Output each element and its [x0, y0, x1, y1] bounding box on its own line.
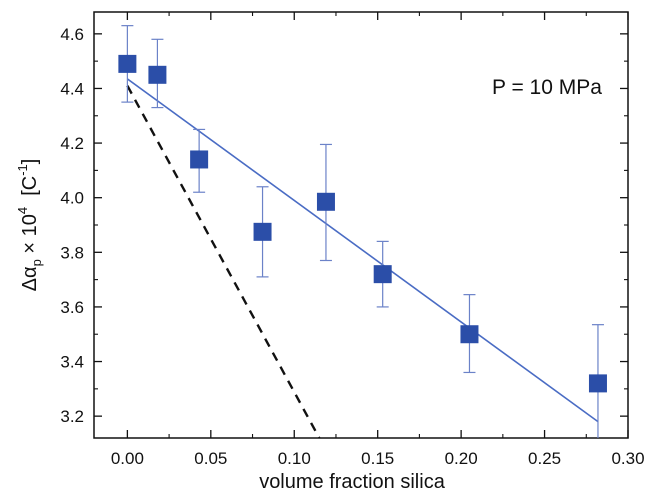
- x-tick-label: 0.05: [194, 449, 227, 468]
- dashed-prediction-line: [126, 85, 321, 438]
- data-markers: [118, 54, 607, 393]
- data-point-marker: [373, 265, 392, 284]
- y-tick-label: 3.2: [60, 407, 84, 426]
- svg-text:Δαp × 104 [C-1]: Δαp × 104 [C-1]: [15, 159, 44, 292]
- annotation-pressure: P = 10 MPa: [492, 76, 602, 99]
- data-point-marker: [460, 325, 479, 344]
- data-point-marker: [118, 54, 137, 73]
- y-axis-exponent: 4: [15, 207, 30, 214]
- x-tick-label: 0.20: [445, 449, 478, 468]
- x-tick-label: 0.00: [111, 449, 144, 468]
- y-tick-label: 3.4: [60, 353, 84, 372]
- y-axis-unit-open: [C: [19, 176, 41, 207]
- y-tick-label: 4.0: [60, 189, 84, 208]
- axis-ticks: [94, 12, 629, 438]
- linear-fit-line: [126, 78, 599, 423]
- y-tick-label: 4.6: [60, 25, 84, 44]
- y-axis-symbol: Δα: [19, 266, 41, 291]
- x-tick-label: 0.10: [278, 449, 311, 468]
- x-tick-label: 0.15: [361, 449, 394, 468]
- y-tick-label: 4.4: [60, 79, 84, 98]
- x-axis-title: volume fraction silica: [259, 471, 446, 493]
- x-tick-label: 0.30: [611, 449, 644, 468]
- x-tick-label: 0.25: [528, 449, 561, 468]
- y-axis-subscript: p: [29, 259, 44, 266]
- y-tick-labels: 3.2 3.4 3.6 3.8 4.0 4.2 4.4 4.6: [60, 25, 84, 426]
- y-tick-label: 3.6: [60, 298, 84, 317]
- y-tick-label: 3.8: [60, 243, 84, 262]
- data-point-marker: [148, 65, 167, 84]
- data-point-marker: [253, 222, 272, 241]
- y-axis-times: × 10: [19, 214, 41, 259]
- data-point-marker: [316, 192, 335, 211]
- fit-lines: [126, 78, 599, 438]
- y-axis-title: Δαp × 104 [C-1]: [15, 159, 44, 292]
- error-bars: [121, 25, 604, 438]
- x-tick-labels: 0.00 0.05 0.10 0.15 0.20 0.25 0.30: [111, 449, 645, 468]
- y-axis-unit-exponent: -1: [15, 164, 30, 176]
- data-point-marker: [588, 374, 607, 393]
- y-tick-label: 4.2: [60, 134, 84, 153]
- y-axis-unit-close: ]: [19, 159, 41, 165]
- data-point-marker: [190, 150, 209, 169]
